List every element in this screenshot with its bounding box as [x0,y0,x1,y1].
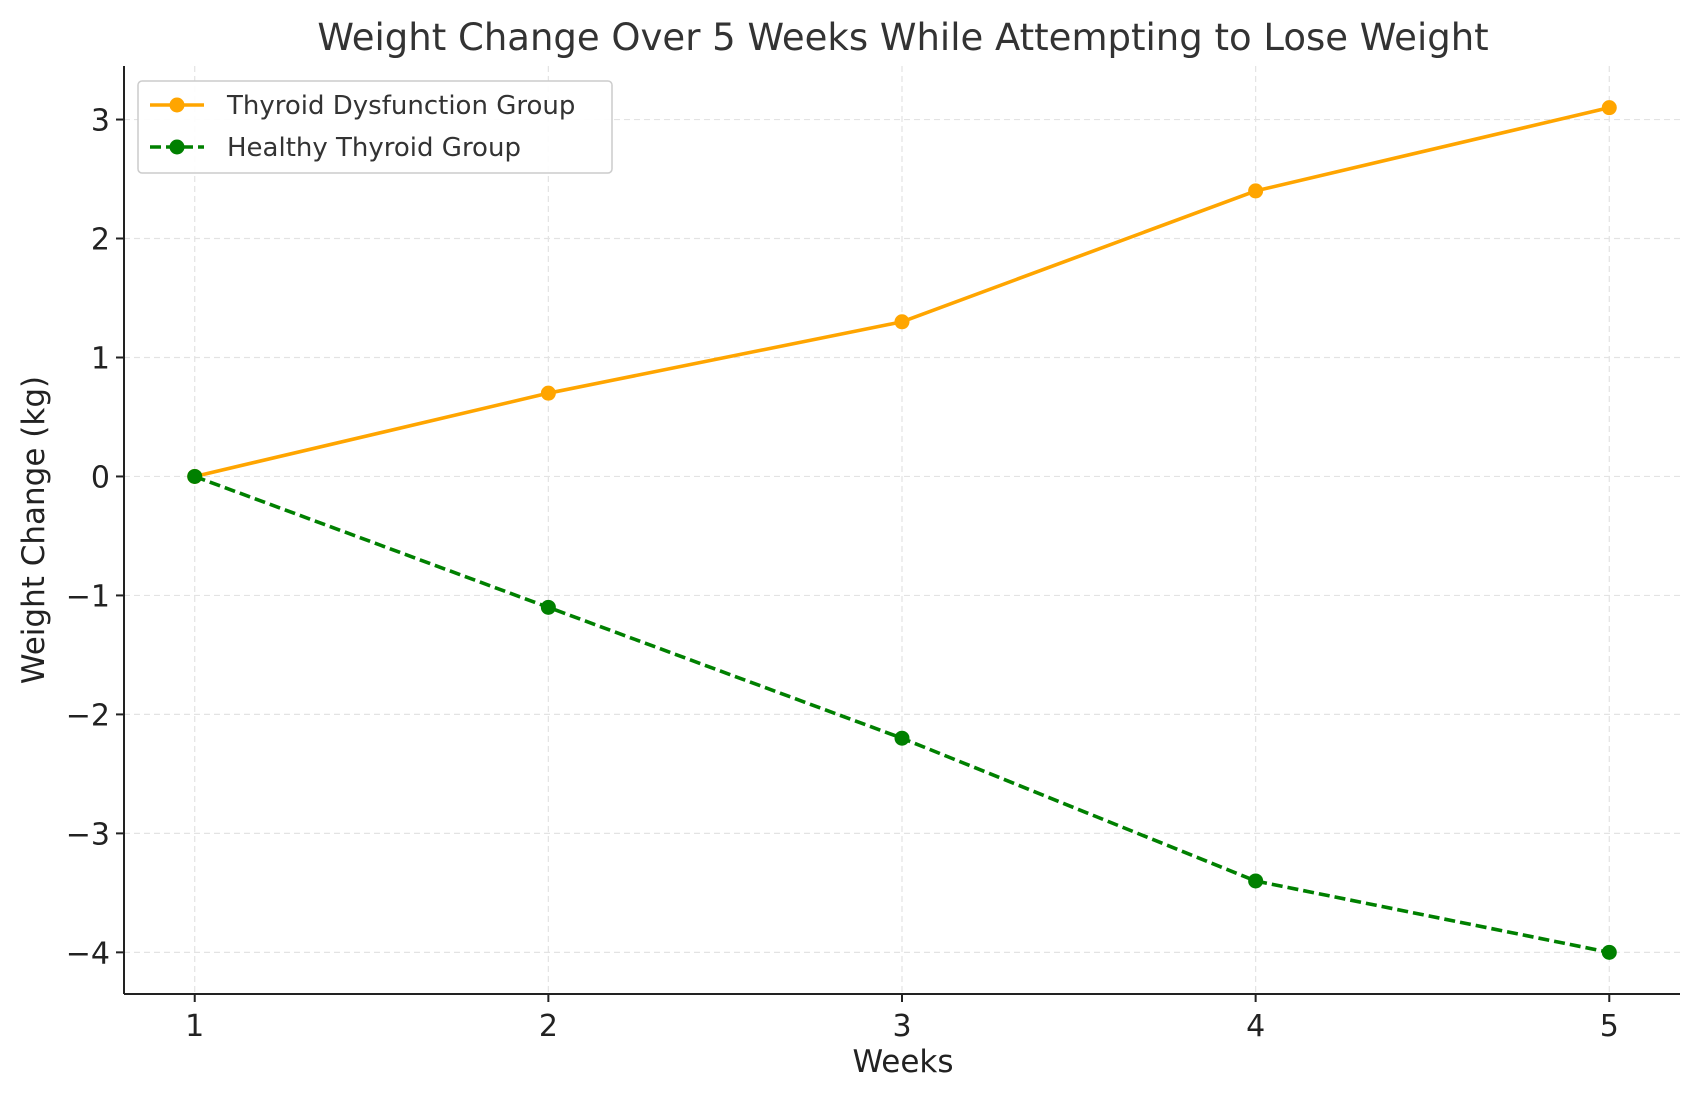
y-tick-label-5: 1 [91,341,110,376]
y-tick-label-6: 2 [91,223,110,258]
legend-marker-healthy-thyroid-group [169,139,185,155]
x-tick-label-0: 1 [185,1009,204,1044]
y-tick-label-0: −4 [66,936,110,971]
x-axis-label: Weeks [852,1044,953,1080]
legend: Thyroid Dysfunction Group Healthy Thyroid… [137,80,613,174]
y-tick-label-1: −3 [66,817,110,852]
y-tick-label-3: −1 [66,579,110,614]
legend-box [137,80,613,174]
data-point-healthy-thyroid-group-2 [894,730,910,746]
y-axis-label: Weight Change (kg) [16,376,52,684]
y-tick-label-7: 3 [91,104,110,139]
x-tick-label-2: 3 [892,1009,911,1044]
x-tick-label-3: 4 [1246,1009,1265,1044]
axes: 1 2 3 4 5 −4 −3 −2 −1 0 1 2 3 [66,66,1680,1044]
grid [124,66,1680,994]
data-point-thyroid-dysfunction-group-4 [1601,100,1617,116]
x-tick-label-4: 5 [1600,1009,1619,1044]
data-point-healthy-thyroid-group-1 [540,599,556,615]
series-layer [187,100,1617,960]
y-tick-label-2: −2 [66,698,110,733]
data-point-thyroid-dysfunction-group-1 [540,385,556,401]
data-point-healthy-thyroid-group-4 [1601,944,1617,960]
legend-label-thyroid-dysfunction-group: Thyroid Dysfunction Group [226,91,575,121]
chart-title: Weight Change Over 5 Weeks While Attempt… [317,16,1488,59]
data-point-healthy-thyroid-group-3 [1248,873,1264,889]
data-point-thyroid-dysfunction-group-3 [1248,183,1264,199]
legend-label-healthy-thyroid-group: Healthy Thyroid Group [227,133,521,163]
x-tick-label-1: 2 [539,1009,558,1044]
y-tick-label-4: 0 [91,460,110,495]
data-point-healthy-thyroid-group-0 [187,468,203,484]
data-point-thyroid-dysfunction-group-2 [894,314,910,330]
legend-marker-thyroid-dysfunction-group [169,97,185,113]
